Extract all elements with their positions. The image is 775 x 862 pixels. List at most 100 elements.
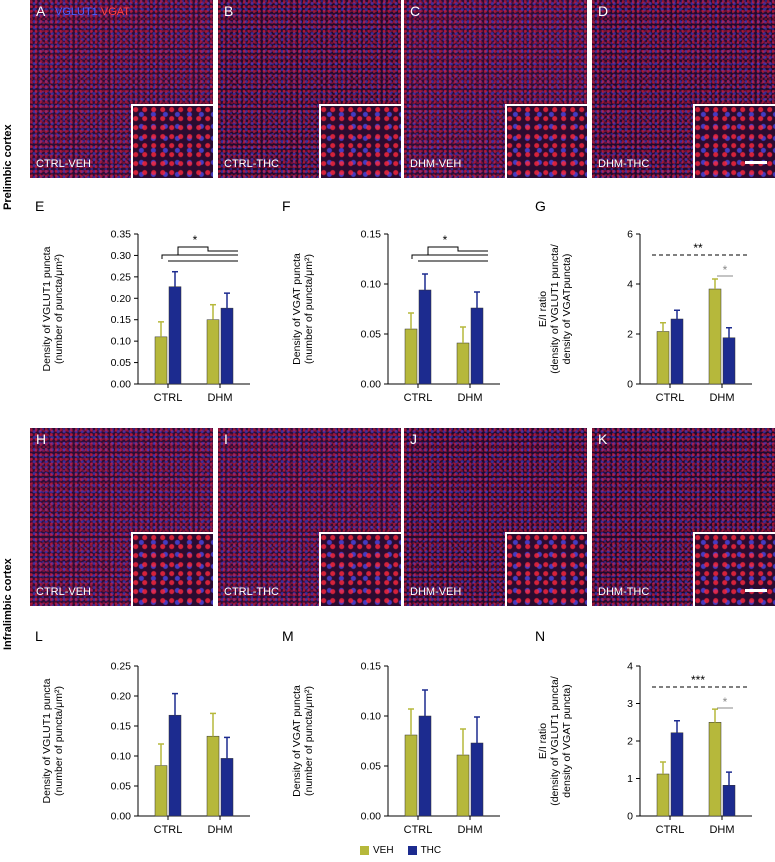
- bar-thc-ctrl: [670, 732, 684, 817]
- bar-thc-ctrl: [670, 318, 684, 385]
- bar-veh-dhm: [708, 288, 722, 385]
- x-tick-label: DHM: [457, 392, 482, 404]
- y-tick-label: 0.15: [361, 229, 382, 241]
- x-tick-label: CTRL: [154, 392, 183, 404]
- panel-label-L: L: [35, 628, 43, 644]
- bar-thc-dhm: [220, 307, 234, 385]
- y-axis-label: Density of VGLUT1 puncta: [41, 678, 53, 803]
- vgat-label: VGAT: [100, 6, 130, 18]
- bar-chart-L: Density of VGLUT1 puncta (number of punct…: [41, 661, 250, 836]
- y-tick-label: 0.15: [111, 314, 132, 326]
- chart-legend: VEH THC: [360, 845, 441, 856]
- y-tick-label: 0.25: [111, 271, 132, 283]
- inset-zoom: [505, 532, 587, 606]
- bar-chart-M: Density of VGAT puncta (number of puncta/…: [291, 661, 500, 836]
- bar-thc-dhm: [220, 758, 234, 817]
- condition-label: CTRL-VEH: [36, 586, 92, 598]
- micrograph-H: H CTRL-VEH: [30, 428, 213, 606]
- y-tick-label: 0.30: [111, 250, 132, 262]
- panel-label-B: B: [224, 3, 234, 19]
- x-tick-label: DHM: [709, 392, 734, 404]
- y-tick-label: 0.35: [111, 229, 132, 241]
- y-tick-label: 2: [627, 329, 633, 341]
- bar-thc-dhm: [722, 337, 736, 385]
- y-tick-label: 0.25: [111, 661, 132, 673]
- veh-swatch: [360, 846, 369, 855]
- y-tick-label: 2: [627, 736, 633, 748]
- condition-label: DHM-VEH: [410, 158, 462, 170]
- significance-star: ***: [691, 673, 705, 687]
- y-axis-label: Density of VGAT puncta: [291, 685, 303, 797]
- scale-bar: [745, 589, 767, 592]
- bar-chart-E: Density of VGLUT1 puncta (number of punct…: [41, 229, 250, 404]
- panel-label-K: K: [598, 431, 608, 447]
- bar-chart-N: E/I ratio (density of VGLUT1 puncta/densi…: [537, 661, 752, 836]
- condition-label: CTRL-VEH: [36, 158, 92, 170]
- panel-label-A: A: [36, 3, 46, 19]
- micrograph-K: K DHM-THC: [592, 428, 775, 606]
- y-tick-label: 0.10: [361, 711, 382, 723]
- y-axis-label: Density of VGAT puncta: [291, 253, 303, 365]
- micrograph-J: J DHM-VEH: [404, 428, 587, 606]
- bar-thc-dhm: [470, 742, 484, 817]
- y-tick-label: 0.15: [361, 661, 382, 673]
- inset-zoom: [505, 104, 587, 178]
- x-tick-label: CTRL: [404, 392, 433, 404]
- micrograph-C: C DHM-VEH: [404, 0, 587, 178]
- y-axis-label: (number of puncta/μm²): [303, 254, 315, 364]
- panel-label-J: J: [410, 431, 417, 447]
- y-tick-label: 0.20: [111, 691, 132, 703]
- y-tick-label: 4: [627, 661, 633, 673]
- condition-label: DHM-THC: [598, 158, 650, 170]
- significance-star: *: [723, 695, 728, 709]
- bar-veh-ctrl: [656, 773, 670, 817]
- inset-zoom: [693, 532, 775, 606]
- y-tick-label: 0.05: [361, 329, 382, 341]
- inset-zoom: [319, 532, 401, 606]
- y-tick-label: 1: [627, 773, 633, 785]
- significance-star: *: [723, 263, 728, 277]
- micrograph-D: D DHM-THC: [592, 0, 775, 178]
- significance-bracket: [177, 246, 238, 255]
- y-tick-label: 0: [627, 379, 633, 391]
- significance-star: *: [443, 233, 448, 247]
- y-tick-label: 0.10: [111, 751, 132, 763]
- y-tick-label: 4: [627, 279, 633, 291]
- panel-label-C: C: [410, 3, 421, 19]
- y-axis-label: E/I ratio: [537, 291, 549, 327]
- micrograph-A: A CTRL-VEH: [30, 0, 213, 178]
- bar-chart-F: Density of VGAT puncta (number of puncta/…: [291, 229, 500, 404]
- panel-label-M: M: [282, 628, 294, 644]
- y-axis-label: (number of puncta/μm²): [303, 686, 315, 796]
- inset-zoom: [131, 104, 213, 178]
- y-tick-label: 0.15: [111, 721, 132, 733]
- y-tick-label: 0.20: [111, 293, 132, 305]
- bar-veh-ctrl: [154, 336, 168, 385]
- condition-label: DHM-VEH: [410, 586, 462, 598]
- bar-veh-dhm: [708, 722, 722, 817]
- legend-veh-label: VEH: [373, 845, 394, 856]
- x-tick-label: CTRL: [154, 824, 183, 836]
- significance-bracket: [411, 254, 488, 259]
- y-tick-label: 0.00: [361, 811, 382, 823]
- significance-bracket: [427, 246, 488, 255]
- y-tick-label: 0.10: [111, 336, 132, 348]
- y-tick-label: 0: [627, 811, 633, 823]
- bar-thc-ctrl: [418, 289, 432, 385]
- significance-star: *: [193, 233, 198, 247]
- y-tick-label: 0.05: [111, 357, 132, 369]
- micrograph-B: B CTRL-THC: [218, 0, 401, 178]
- region-label-infralimbic: Infralimbic cortex: [2, 558, 14, 650]
- region-label-prelimbic: Prelimbic cortex: [2, 124, 14, 210]
- scale-bar: [745, 161, 767, 164]
- inset-zoom: [693, 104, 775, 178]
- stain-legend: VGLUT1 VGAT: [55, 6, 130, 18]
- y-tick-label: 0.05: [361, 761, 382, 773]
- panel-label-I: I: [224, 431, 228, 447]
- y-tick-label: 0.00: [361, 379, 382, 391]
- panel-label-G: G: [535, 198, 546, 214]
- x-tick-label: CTRL: [656, 824, 685, 836]
- condition-label: DHM-THC: [598, 586, 650, 598]
- bar-thc-ctrl: [168, 714, 182, 817]
- y-axis-label: (number of puncta/μm²): [53, 686, 65, 796]
